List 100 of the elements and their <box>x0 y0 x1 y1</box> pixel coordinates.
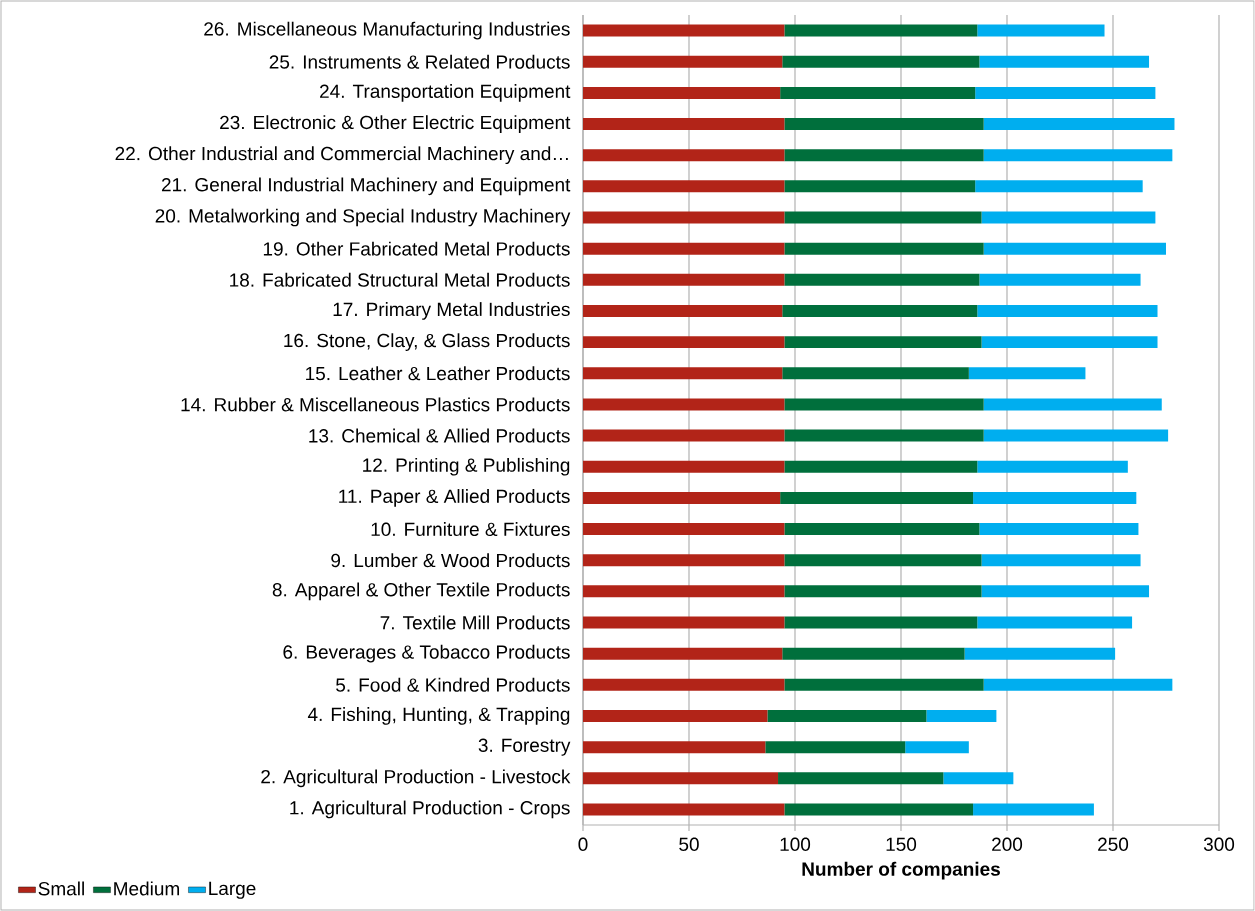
bar <box>981 554 1141 567</box>
bar <box>979 273 1141 286</box>
legend-label: Small <box>38 881 84 896</box>
x-tick-label: 150 <box>886 837 917 851</box>
bar <box>979 55 1150 68</box>
y-tick-label: 2. Agricultural Production - Livestock <box>261 769 571 788</box>
bar <box>583 429 785 442</box>
bar <box>782 367 969 380</box>
bar <box>973 491 1137 504</box>
bar <box>583 304 783 317</box>
bar <box>975 180 1143 193</box>
bar <box>981 211 1156 224</box>
bar <box>977 460 1128 473</box>
bar <box>979 523 1139 536</box>
bar <box>784 180 976 193</box>
y-tick-label: 21. General Industrial Machinery and Equipment <box>161 177 571 196</box>
y-tick-label: 5. Food & Kindred Products <box>336 677 570 692</box>
y-tick-label: 7. Textile Mill Products <box>380 615 570 630</box>
bar <box>784 585 982 598</box>
bar <box>943 772 1014 785</box>
bar <box>784 460 978 473</box>
bar <box>767 709 927 722</box>
x-tick-label: 50 <box>679 837 699 851</box>
bar <box>784 273 980 286</box>
y-tick-label: 25. Instruments & Related Products <box>269 54 570 69</box>
y-tick-label: 22. Other Industrial and Commercial Machinery and… <box>115 146 568 165</box>
bar <box>784 803 974 816</box>
x-tick-label: 200 <box>992 837 1023 851</box>
y-tick-label: 15. Leather & Leather Products <box>306 366 570 381</box>
y-tick-label: 6. Beverages & Tobacco Products <box>283 644 570 663</box>
bar <box>981 585 1150 598</box>
bar <box>782 647 965 660</box>
bar <box>983 242 1166 255</box>
bar <box>583 772 779 785</box>
bar <box>583 367 783 380</box>
bar <box>784 149 984 162</box>
y-tick-label: 3. Forestry <box>478 738 571 756</box>
x-tick-label: 250 <box>1098 837 1129 851</box>
legend-label: Large <box>209 881 256 899</box>
bar <box>784 429 984 442</box>
bar <box>784 398 984 411</box>
y-tick-label: 11. Paper & Allied Products <box>339 489 570 507</box>
bar <box>583 398 785 411</box>
y-tick-label: 1. Agricultural Production - Crops <box>290 800 570 819</box>
y-tick-label: 16. Stone, Clay, & Glass Products <box>284 333 570 351</box>
bar <box>981 336 1158 349</box>
bar <box>784 242 984 255</box>
bar <box>583 118 785 131</box>
bar <box>784 616 978 629</box>
bar <box>977 24 1105 37</box>
bar <box>583 242 785 255</box>
bar <box>977 304 1158 317</box>
y-tick-label: 17. Primary Metal Industries <box>333 302 570 320</box>
y-tick-label: 19. Other Fabricated Metal Products <box>263 241 570 256</box>
y-tick-label: 24. Transportation Equipment <box>320 84 571 102</box>
bar <box>983 678 1173 691</box>
bar <box>583 273 785 286</box>
bar <box>780 86 976 99</box>
bar <box>583 86 781 99</box>
bar <box>926 709 997 722</box>
bar <box>583 491 781 504</box>
y-tick-label: 13. Chemical & Allied Products <box>309 428 570 443</box>
bar <box>977 616 1133 629</box>
y-tick-label: 20. Metalworking and Special Industry Machinery <box>155 208 571 227</box>
legend-label: Medium <box>114 881 179 896</box>
y-tick-label: 23. Electronic & Other Electric Equipment <box>220 115 571 133</box>
bar <box>765 741 906 754</box>
bar <box>964 647 1116 660</box>
bar <box>583 585 785 598</box>
y-tick-label: 10. Furniture & Fixtures <box>371 522 570 537</box>
bar <box>583 616 785 629</box>
bar <box>782 55 980 68</box>
bar <box>778 772 944 785</box>
bar <box>784 523 980 536</box>
x-axis-title: Number of companies <box>802 861 1000 880</box>
bar <box>583 180 785 193</box>
bar <box>583 678 785 691</box>
y-tick-label: 14. Rubber & Miscellaneous Plastics Products <box>181 397 570 412</box>
bar <box>583 211 785 224</box>
bar <box>983 398 1162 411</box>
x-tick-label: 0 <box>578 837 588 851</box>
bar <box>784 336 982 349</box>
y-tick-label: 8. Apparel & Other Textile Products <box>272 582 570 601</box>
bar <box>583 523 785 536</box>
bar <box>583 55 783 68</box>
bar <box>784 678 984 691</box>
bar <box>983 118 1175 131</box>
bar <box>784 24 978 37</box>
y-tick-label: 18. Fabricated Structural Metal Products <box>230 272 570 287</box>
bar <box>784 554 982 567</box>
bar <box>583 647 783 660</box>
bar <box>583 803 785 816</box>
bar <box>583 709 768 722</box>
bar <box>975 86 1156 99</box>
bar <box>784 118 984 131</box>
bar <box>583 460 785 473</box>
bar <box>583 24 785 37</box>
bar <box>583 741 766 754</box>
y-tick-label: 12. Printing & Publishing <box>363 457 570 476</box>
bar <box>784 211 982 224</box>
